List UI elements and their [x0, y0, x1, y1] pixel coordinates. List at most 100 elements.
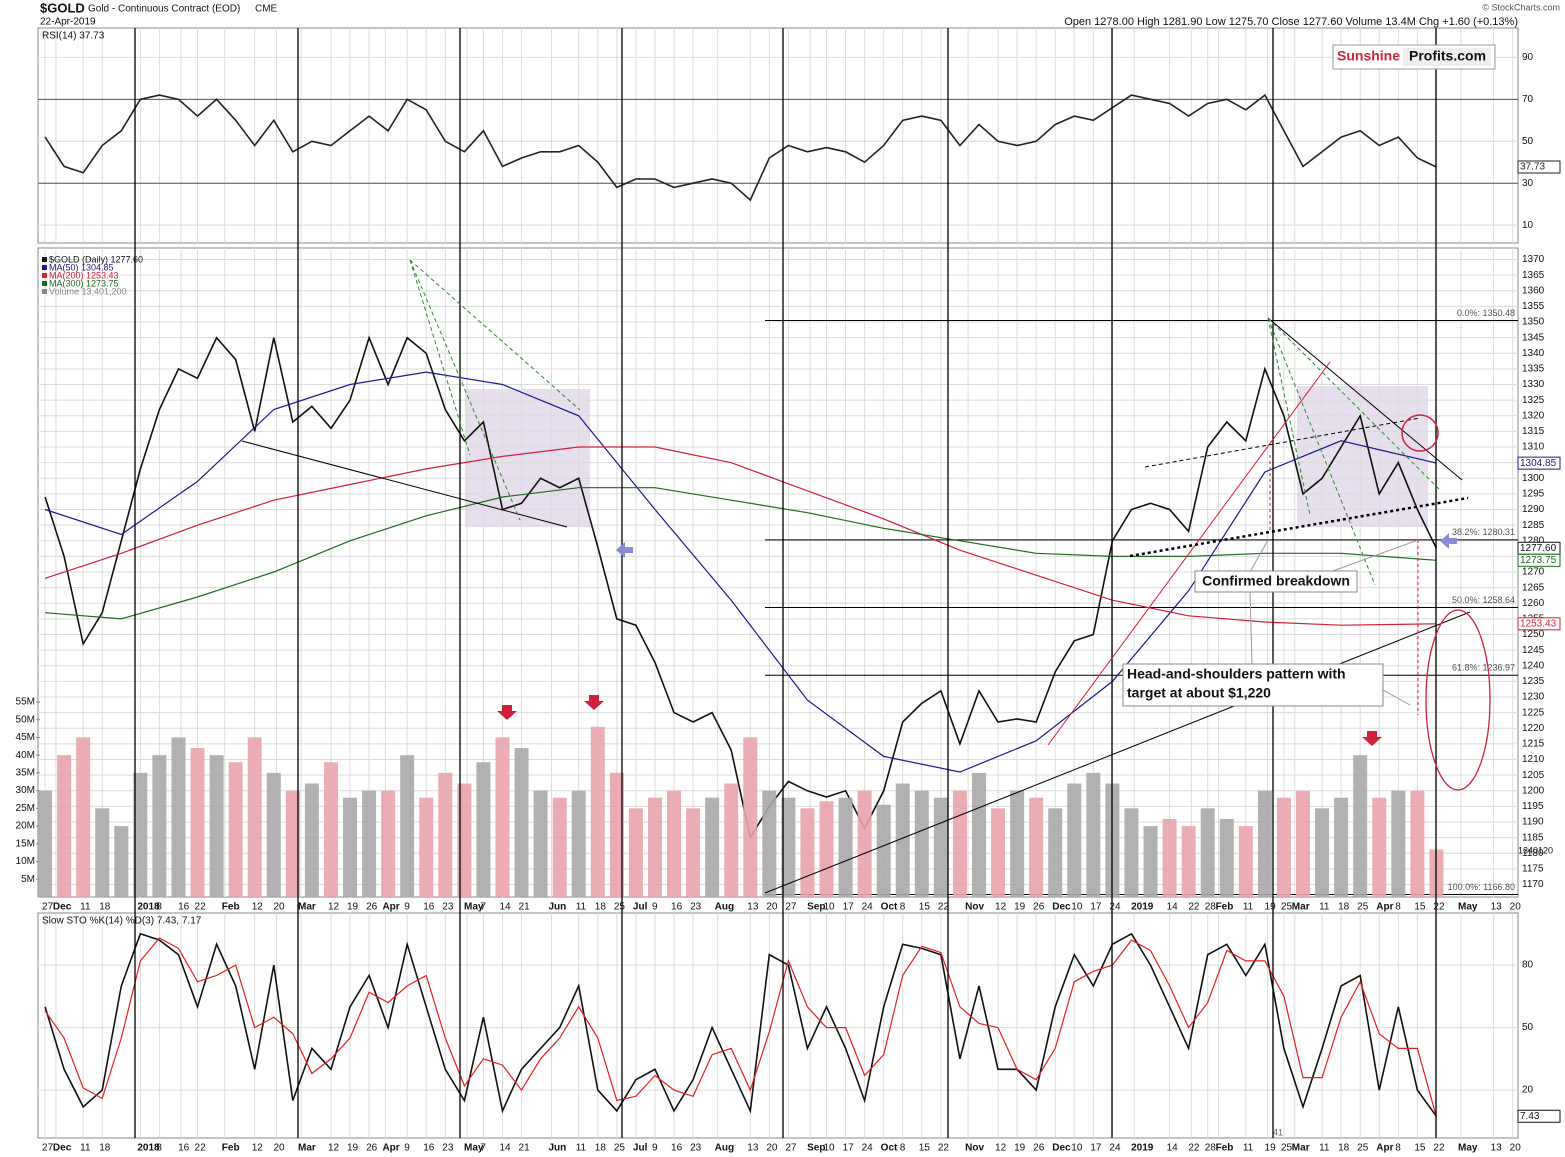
pointer [1249, 539, 1269, 573]
x-tick-label: Dec [53, 902, 72, 913]
x-tick-label: 13 [1491, 1143, 1503, 1154]
x-tick-label: 2019 [1131, 1143, 1154, 1154]
volume-bar [876, 804, 891, 897]
y-tick-label: 1220 [1522, 723, 1545, 734]
x-tick-label: 18 [1338, 902, 1350, 913]
volume-bar [1257, 790, 1272, 897]
annotation: 41 [1273, 1127, 1283, 1137]
legend-swatch [42, 289, 47, 294]
value-tag: 1253.43 [1520, 618, 1557, 629]
down-arrow [1362, 731, 1382, 746]
x-tick-label: 24 [1109, 902, 1121, 913]
x-tick-label: 19 [347, 1143, 359, 1154]
volume-bar [914, 790, 929, 897]
x-tick-label: 16 [423, 902, 435, 913]
volume-bar [1372, 797, 1387, 897]
y-tick-label: 1280 [1522, 535, 1545, 546]
x-tick-label: 19 [1014, 1143, 1026, 1154]
y-tick-label: 1290 [1522, 504, 1545, 515]
pointer [1249, 591, 1253, 666]
x-tick-label: 28 [1205, 902, 1217, 913]
volume-bar [1353, 755, 1368, 897]
x-tick-label: 12 [995, 1143, 1007, 1154]
fan-line [1267, 317, 1441, 491]
down-arrow [584, 695, 604, 710]
y2-tick-label: 55M [16, 697, 35, 708]
x-tick-label: Feb [222, 1143, 240, 1154]
volume-bar [533, 790, 548, 897]
x-tick-label: 10 [824, 1143, 836, 1154]
volume-bar [590, 726, 605, 897]
down-arrows [497, 695, 1382, 746]
y-tick-label: 1200 [1522, 785, 1545, 796]
x-tick-label: 20 [273, 902, 285, 913]
y-tick-label: 1370 [1522, 254, 1545, 265]
x-tick-label: Dec [1052, 1143, 1071, 1154]
x-tick-label: Apr [1376, 902, 1393, 913]
volume-bar [838, 797, 853, 897]
x-tick-label: 25 [614, 1143, 626, 1154]
x-tick-label: 7 [480, 1143, 486, 1154]
x-tick-label: 17 [843, 1143, 855, 1154]
x-tick-label: 23 [690, 1143, 702, 1154]
x-tick-label: 25 [1281, 1143, 1293, 1154]
x-tick-label: Mar [1292, 1143, 1310, 1154]
y-tick-label: 1365 [1522, 270, 1545, 281]
volume-bar [304, 783, 319, 897]
volume-bar [724, 783, 739, 897]
y-tick-label: 1170 [1522, 879, 1544, 890]
x-tick-label: 8 [1395, 902, 1401, 913]
y-tick-label: 10 [1522, 220, 1534, 231]
legend-entry: MA(300) 1273.75 [49, 278, 119, 288]
volume-bar [1238, 826, 1253, 897]
volume-bar [628, 808, 643, 897]
y-tick-label: 30 [1522, 178, 1534, 189]
volume-bar [552, 797, 567, 897]
x-tick-label: 11 [1319, 1143, 1330, 1154]
x-tick-label: 25 [1281, 902, 1293, 913]
x-tick-label: 19 [1265, 902, 1277, 913]
logo-text: Profits.com [1409, 48, 1486, 64]
value-tag: 7.43 [1520, 1111, 1540, 1122]
volume-bar [1162, 818, 1177, 897]
date: 22-Apr-2019 [40, 17, 96, 28]
y2-tick-label: 40M [16, 750, 35, 761]
x-tick-label: Jul [633, 1143, 648, 1154]
x-tick-label: 9 [404, 1143, 410, 1154]
x-tick-label: 17 [1090, 902, 1102, 913]
x-tick-label: 23 [442, 902, 454, 913]
highlight-circle [1401, 414, 1439, 452]
volume-bar [1067, 783, 1082, 897]
annotation: Head-and-shoulders pattern with [1127, 666, 1346, 682]
y-tick-label: 1225 [1522, 707, 1545, 718]
text-layer: $GOLD Gold - Continuous Contract (EOD) C… [40, 0, 1560, 1137]
y-tick-label: 1330 [1522, 379, 1545, 390]
volume-bar [895, 783, 910, 897]
volume-bar [419, 797, 434, 897]
pointer [1382, 689, 1411, 706]
y-tick-label: 1335 [1522, 364, 1545, 375]
fan-line [409, 259, 521, 521]
y-tick-label: 1230 [1522, 692, 1545, 703]
callout-box [1122, 663, 1384, 707]
x-tick-label: Aug [715, 1143, 734, 1154]
volume-bar [762, 790, 777, 897]
x-tick-label: 20 [273, 1143, 285, 1154]
x-tick-label: 14 [1167, 1143, 1179, 1154]
x-tick-label: 26 [1033, 902, 1045, 913]
value-tag-box [1517, 553, 1561, 567]
x-tick-label: 26 [366, 902, 378, 913]
volume-bar [800, 808, 815, 897]
volume-bar [743, 737, 758, 897]
x-tick-label: 2018 [137, 1143, 160, 1154]
volume-bar [209, 755, 224, 897]
x-tick-label: 21 [519, 902, 531, 913]
y2-tick-label: 20M [16, 821, 35, 832]
trendline [1047, 361, 1331, 746]
value-tag-box [1517, 160, 1561, 174]
x-tick-label: 17 [843, 902, 855, 913]
y-tick-label: 1195 [1522, 801, 1544, 812]
x-tick-label: 11 [1243, 1143, 1254, 1154]
y-tick-label: 90 [1522, 52, 1534, 63]
trendline [241, 440, 568, 528]
